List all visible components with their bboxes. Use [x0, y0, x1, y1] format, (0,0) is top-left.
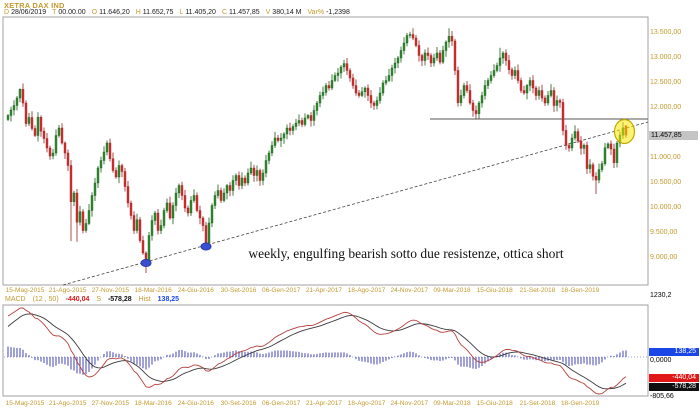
ohlc-field-value: 380,14 M — [272, 9, 302, 16]
price-axis-label: 12.500,00 — [650, 79, 682, 86]
signal-label: S — [96, 296, 101, 303]
date-axis-label: 09-Mar-2018 — [433, 286, 471, 294]
date-axis-label: 21-Ago-2015 — [48, 400, 87, 407]
signal-value-badge: -578,28 — [649, 383, 699, 391]
signal-value: -578,28 — [107, 296, 132, 303]
price-axis-label: 9.500,00 — [650, 229, 678, 236]
date-axis-label: 06-Gen-2017 — [262, 286, 301, 294]
ohlc-field-label: C — [221, 9, 227, 16]
price-axis-label: 13.500,00 — [650, 29, 682, 36]
date-axis-label: 18-Ago-2017 — [347, 400, 386, 407]
hist-value: 138,25 — [157, 296, 180, 303]
last-price-badge: 11.457,85 — [649, 131, 698, 140]
date-axis-label: 24-Giu-2016 — [177, 400, 214, 407]
date-axis-label: 21-Ago-2015 — [48, 286, 87, 294]
ohlc-field-value: 11.457,85 — [229, 9, 260, 16]
date-axis-label: 21-Apr-2017 — [305, 286, 342, 294]
date-axis-label: 27-Nov-2015 — [91, 400, 130, 407]
date-axis-label: 30-Set-2016 — [220, 400, 257, 407]
macd-params: (12 , 50) — [32, 296, 59, 303]
ohlc-field-label: L — [179, 9, 184, 16]
ohlc-field-value: 28/06/2019 — [11, 9, 47, 16]
ohlc-field-value: 11.652,75 — [142, 9, 174, 16]
price-axis-label: 10.500,00 — [650, 179, 682, 186]
ohlc-field-value: 11.646,20 — [99, 9, 130, 16]
hist-label: Hist — [138, 296, 151, 303]
ohlc-field-value: 00.00.00 — [58, 9, 86, 16]
date-axis-label: 18-Mar-2016 — [134, 400, 172, 407]
price-axis-label: 9.000,00 — [650, 254, 678, 261]
date-axis-label: 30-Set-2016 — [220, 286, 257, 294]
macd-axis-zero: 0,0000 — [650, 357, 672, 364]
macd-axis-top: 1230,2 — [650, 292, 672, 299]
chart-annotation-text: weekly, engulfing bearish sotto due resi… — [248, 246, 564, 261]
date-axis-label: 06-Gen-2017 — [262, 400, 301, 407]
price-axis-label: 10.000,00 — [650, 204, 682, 211]
ohlc-field-label: T — [52, 9, 57, 16]
date-axis-label: 15-Mag-2015 — [5, 286, 45, 294]
date-axis-label: 15-Mag-2015 — [5, 400, 45, 407]
hist-value-badge: 138,25 — [649, 348, 699, 356]
date-axis-label: 24-Giu-2016 — [177, 286, 214, 294]
date-axis-label: 18-Mar-2016 — [134, 286, 172, 294]
date-axis-label: 09-Mar-2018 — [433, 400, 471, 407]
date-axis-label: 18-Ago-2017 — [347, 286, 386, 294]
date-axis-label: 21-Set-2018 — [519, 400, 556, 407]
ohlc-readout: D 28/06/2019 T 00.00.00 O 11.646,20 H 11.652,75… — [4, 9, 350, 16]
date-axis-label: 21-Apr-2017 — [305, 400, 342, 407]
price-axis-label: 11.000,00 — [650, 154, 681, 161]
macd-axis-bottom: -805,66 — [650, 393, 674, 400]
ohlc-field-label: O — [91, 9, 98, 16]
date-axis-label: 24-Nov-2017 — [390, 400, 429, 407]
date-axis-label: 27-Nov-2015 — [91, 286, 130, 294]
macd-value: -440,04 — [65, 296, 90, 303]
macd-value-badge: -440,04 — [649, 374, 699, 382]
ohlc-field-label: Var% — [307, 9, 325, 16]
ohlc-field-value: 11.405,20 — [185, 9, 216, 16]
date-axis-label: 15-Giu-2018 — [476, 286, 513, 294]
date-axis-label: 15-Giu-2018 — [476, 400, 513, 407]
ohlc-field-label: D — [4, 9, 10, 16]
ohlc-field-label: V — [265, 9, 271, 16]
date-axis-label: 24-Nov-2017 — [390, 286, 429, 294]
macd-name: MACD — [5, 296, 26, 303]
instrument-name: XETRA DAX IND — [4, 1, 65, 10]
ohlc-field-value: -1,2398 — [326, 9, 350, 16]
ohlc-field-label: H — [135, 9, 141, 16]
macd-indicator-label: MACD (12 , 50) -440,04 S -578,28 Hist 13… — [5, 296, 184, 303]
price-axis-label: 12.000,00 — [650, 104, 682, 111]
date-axis-label: 21-Set-2018 — [519, 286, 556, 294]
date-axis-label: 18-Gen-2019 — [560, 286, 600, 294]
price-axis-label: 13.000,00 — [650, 54, 682, 61]
date-axis-label: 18-Gen-2019 — [560, 400, 600, 407]
